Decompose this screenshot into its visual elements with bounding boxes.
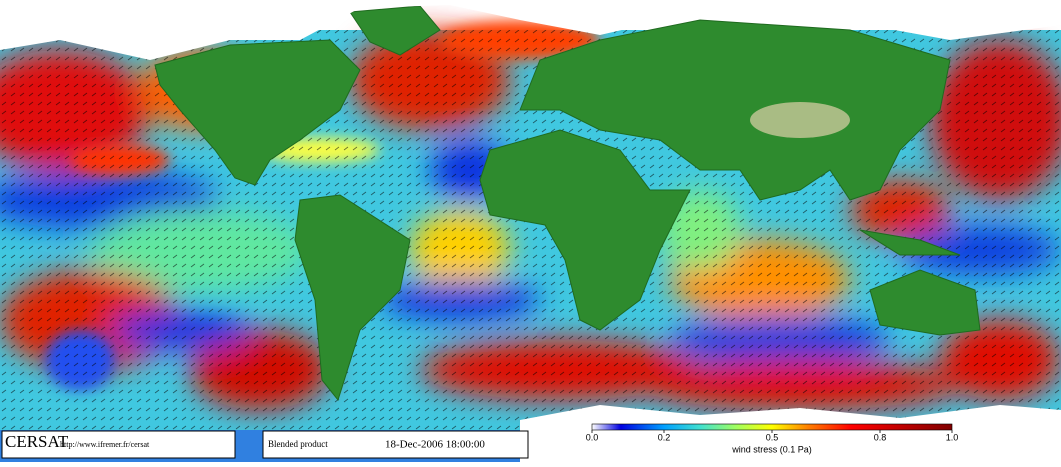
logo: CERSAT	[5, 432, 69, 451]
colorbar: wind stress (0.1 Pa) 0.0 0.2 0.5 0.8 1.0	[586, 423, 959, 454]
plateau	[750, 102, 850, 138]
colorbar-tick-label: 0.0	[586, 432, 599, 442]
date: 18-Dec-2006 18:00:00	[385, 439, 485, 451]
continents	[154, 5, 981, 402]
info-box	[262, 430, 529, 459]
product: Blended product	[268, 439, 328, 449]
colorbar-tick-label: 0.8	[874, 432, 887, 442]
colorbar-scale	[591, 423, 953, 431]
colorbar-tick-label: 1.0	[946, 432, 959, 442]
logo-box	[1, 430, 236, 459]
colorbar-tick-label: 0.2	[658, 432, 671, 442]
url: http://www.ifremer.fr/cersat	[60, 440, 150, 449]
colorbar-label: wind stress (0.1 Pa)	[731, 444, 812, 454]
colorbar-tick-label: 0.5	[766, 432, 779, 442]
